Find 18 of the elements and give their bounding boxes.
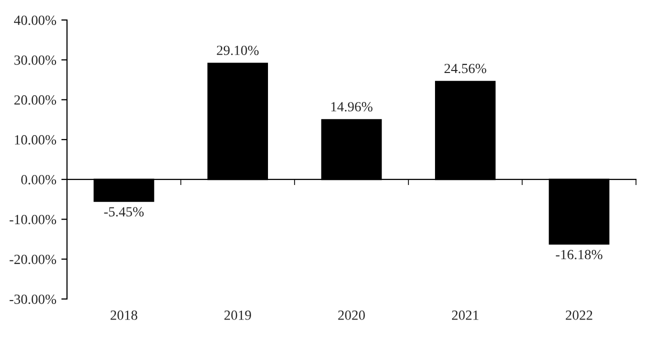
x-tick-label: 2021 [452, 310, 478, 320]
y-tick-label: 0.00% [21, 175, 56, 184]
y-tick-label: 40.00% [14, 16, 56, 26]
x-tick-label: 2019 [224, 310, 252, 320]
x-tick-label: 2022 [566, 310, 592, 320]
x-tick-label: 2018 [110, 310, 138, 320]
data-label: 24.56% [444, 64, 486, 74]
y-tick-label: 10.00% [14, 135, 56, 145]
y-tick-label: 20.00% [14, 95, 56, 105]
y-tick-label: -20.00% [10, 254, 56, 264]
data-label: -5.45% [104, 207, 144, 217]
y-tick-label: -10.00% [10, 214, 56, 224]
x-tick-label: 2020 [338, 310, 365, 320]
y-tick-label: 30.00% [14, 55, 56, 65]
data-label: 14.96% [331, 102, 372, 112]
data-label: 29.10% [216, 46, 259, 56]
data-label: -16.18% [556, 250, 602, 260]
y-tick-label: -30.00% [10, 294, 56, 304]
